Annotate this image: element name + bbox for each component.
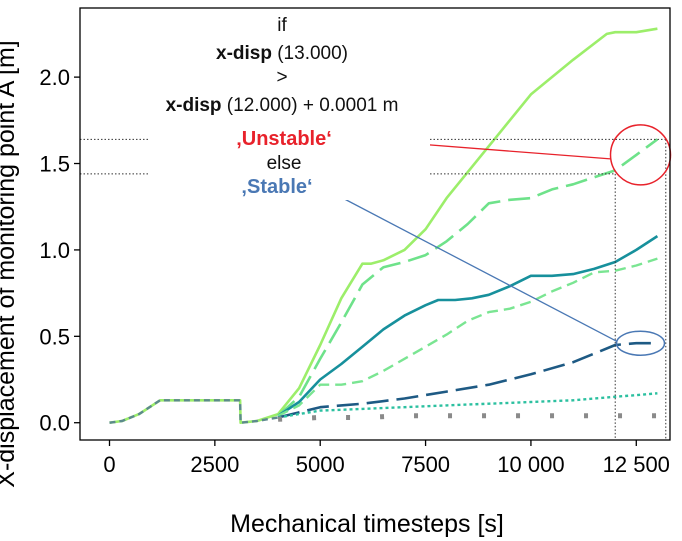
x-tick-label: 7500 [401,452,450,477]
annotation-block: if x-disp (13.000) > x-disp (12.000) + 0… [150,8,430,200]
y-tick-label: 0.0 [39,411,70,436]
x-tick-label: 5000 [296,452,345,477]
axes: 0 2500 5000 7500 10 000 12 500 0.0 0.5 1.0 1.5 2.0… [0,7,671,538]
stable-ellipse [615,330,666,356]
series-layer [109,27,659,425]
series-line-2 [277,138,659,417]
annotation-background [150,8,430,200]
series-line-4 [277,257,658,417]
annotation-greater-than: > [276,67,287,88]
x-axis-label: Mechanical timesteps [s] [230,510,504,538]
series-line-8 [109,399,279,424]
annotation-previous-condition: x-disp (12.000) + 0.0001 m [166,95,399,116]
stable-arrow [332,192,617,342]
y-tick-label: 1.0 [39,238,70,263]
x-tick-label: 2500 [190,452,239,477]
annotation-if: if [277,15,287,36]
y-axis-label: X-displacement of monitoring point A [m] [0,40,20,487]
x-tick-label: 0 [103,452,115,477]
annotation-current-condition: x-disp (13.000) [216,43,348,64]
y-tick-label: 0.5 [39,324,70,349]
unstable-circle [609,124,672,186]
y-tick-label: 2.0 [39,65,70,90]
annotation-stable-label: ‚Stable‘ [241,176,312,198]
guide-lines [80,124,672,440]
annotation-else: else [267,153,302,174]
series-line-6 [277,392,658,419]
series-line-7 [277,413,658,422]
plot-frame [79,7,671,441]
y-tick-label: 1.5 [39,152,70,177]
x-tick-label: 12 500 [603,452,670,477]
annotation-unstable-label: ‚Unstable‘ [236,128,332,150]
series-line-3 [277,235,659,417]
x-tick-label: 10 000 [497,452,564,477]
series-line-5 [277,341,658,419]
